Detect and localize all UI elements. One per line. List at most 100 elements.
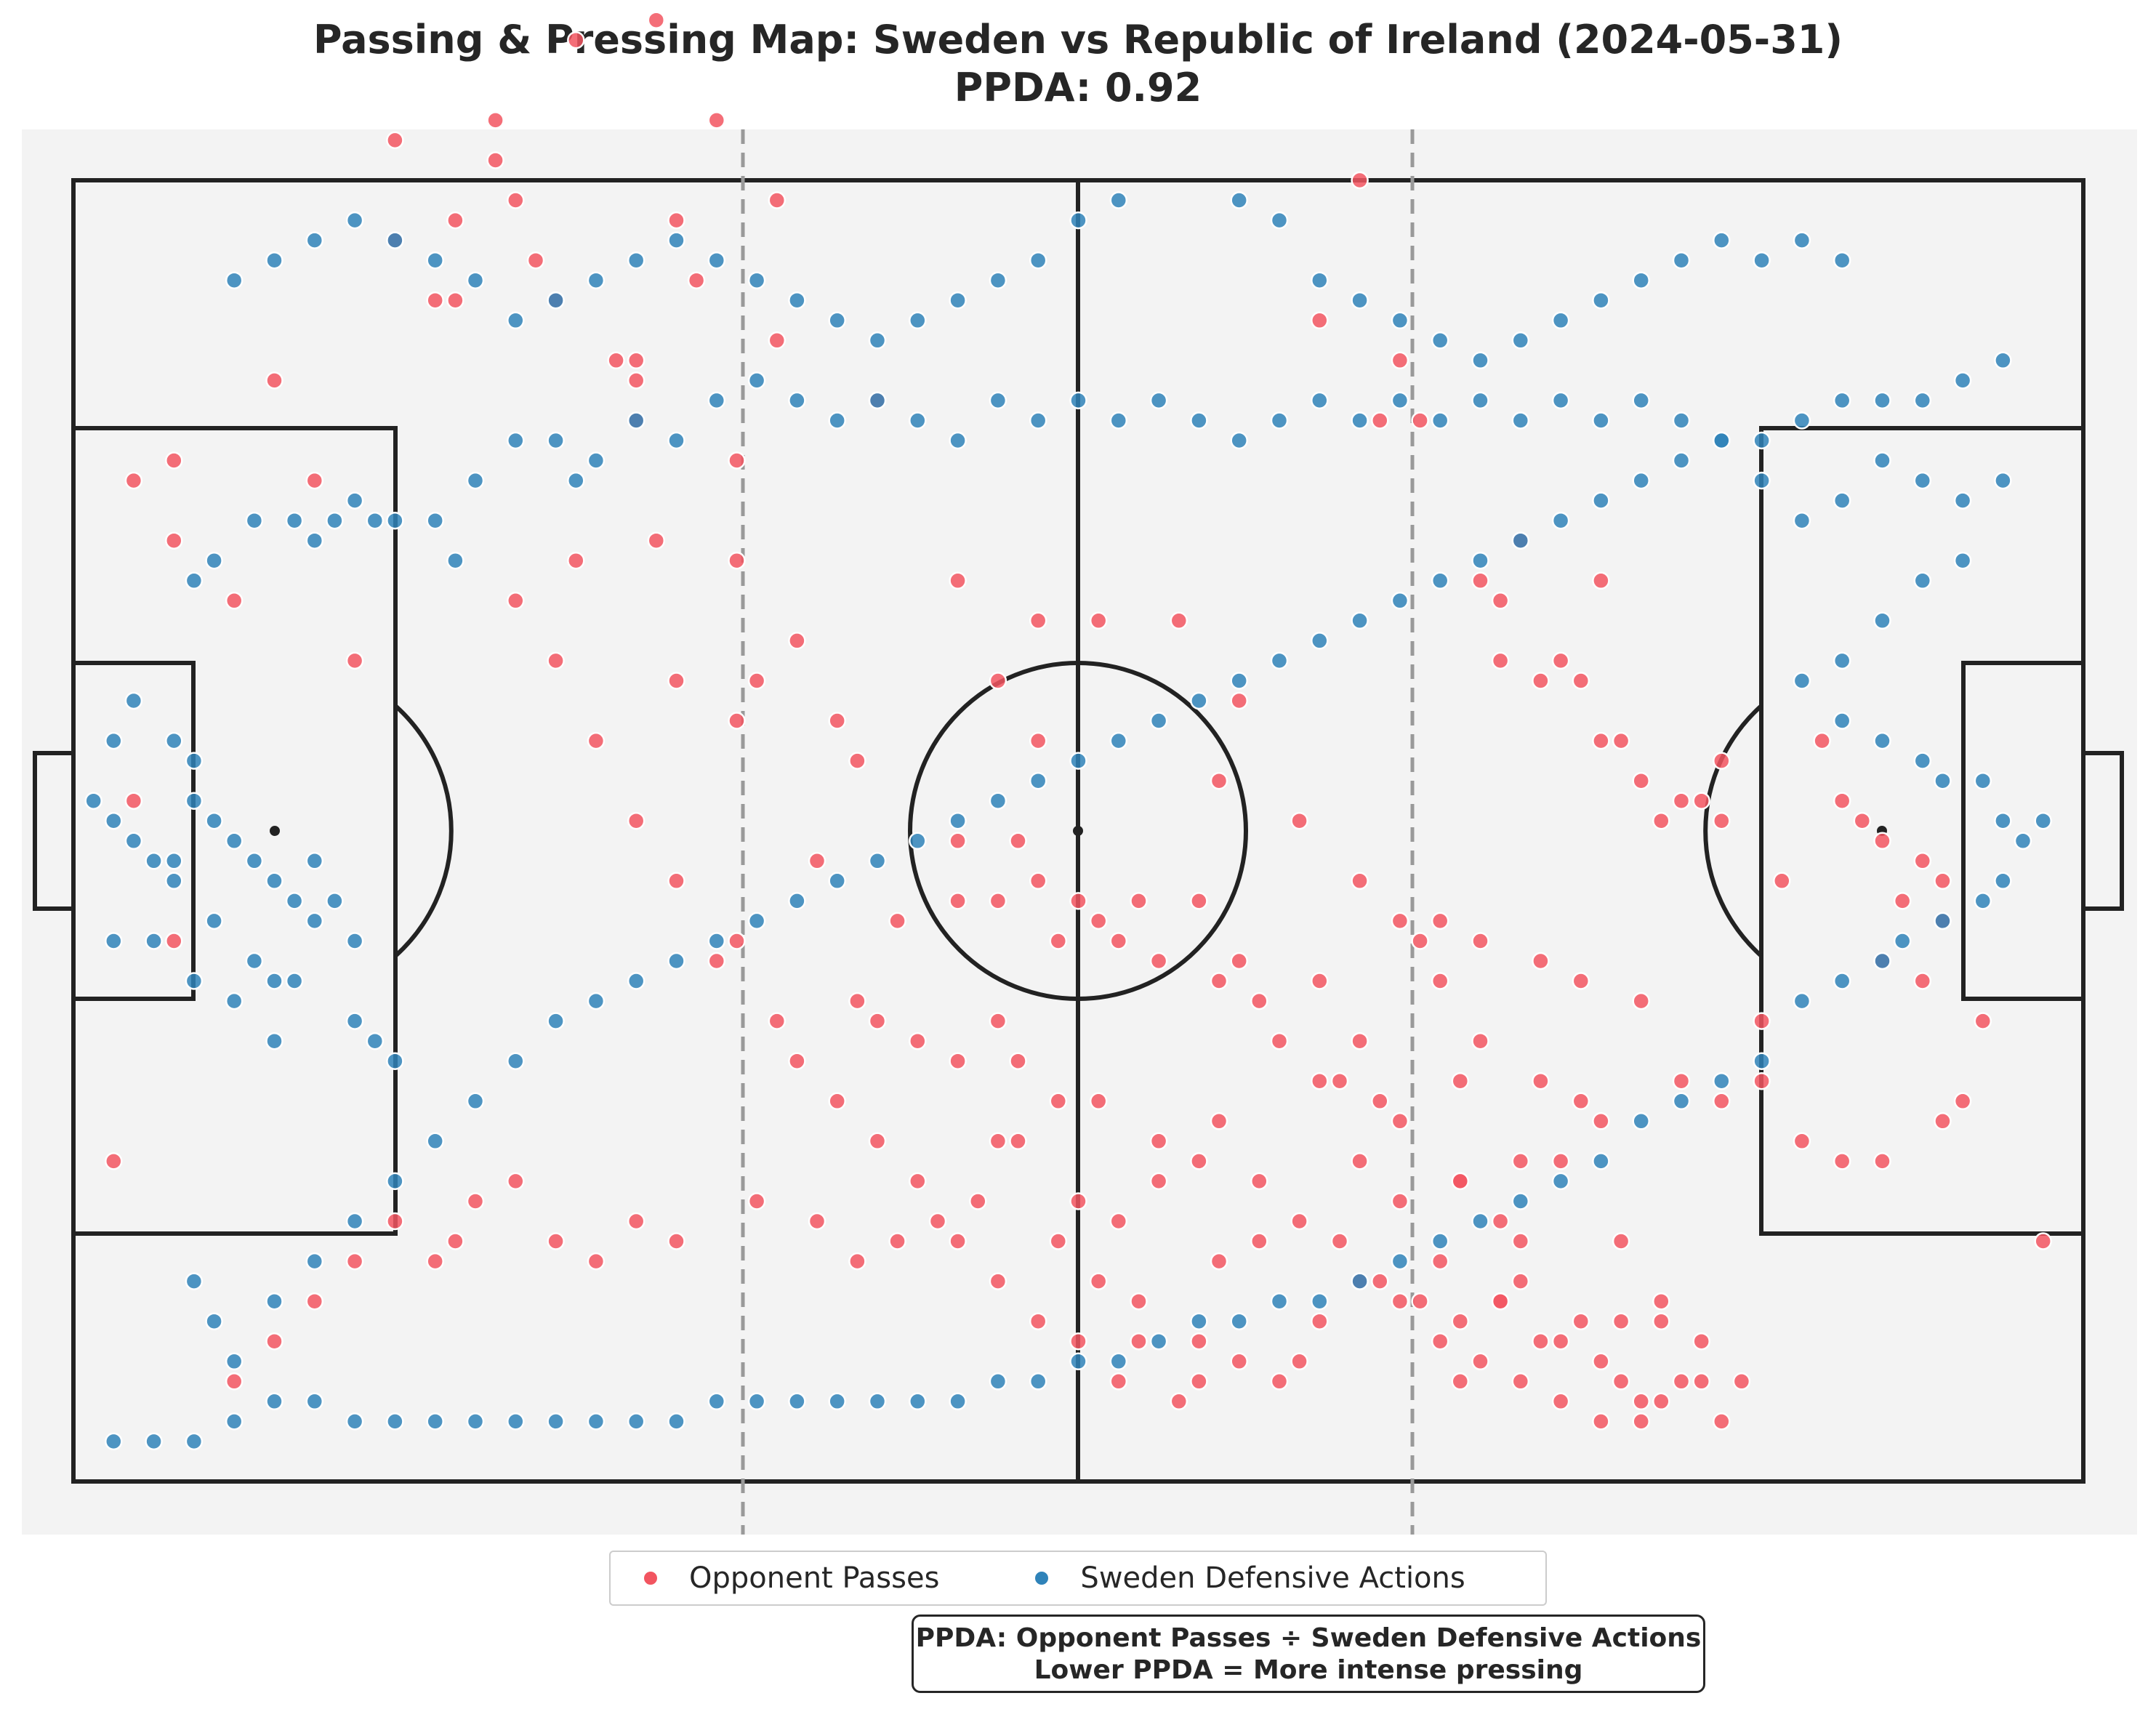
sweden-action-point-183 [1672,451,1691,470]
opponent-pass-point-105 [1974,1012,1992,1030]
sweden-action-point-117 [1190,1312,1208,1330]
sweden-action-point-159 [707,932,726,950]
opponent-pass-point-239 [1069,1332,1087,1351]
pitch-markings [33,178,2124,1484]
opponent-pass-point-116 [1632,992,1650,1010]
opponent-pass-point-179 [1109,1212,1128,1231]
sweden-action-point-143 [145,1432,163,1451]
opponent-pass-point-229 [949,1052,967,1070]
sweden-action-point-81 [1953,491,1972,510]
opponent-marker-icon [643,1570,659,1586]
sweden-action-point-204 [707,251,726,270]
sweden-action-point-16 [345,1012,364,1030]
sweden-action-point-186 [1793,411,1811,430]
sweden-action-point-154 [507,1052,525,1070]
sweden-action-point-114 [1311,1292,1329,1311]
opponent-pass-point-144 [1411,932,1429,950]
sweden-action-point-48 [627,411,645,430]
opponent-pass-point-218 [587,731,606,750]
sweden-action-point-13 [345,932,364,950]
opponent-pass-point-228 [989,1132,1007,1151]
series-opponent-pass [105,11,2052,1431]
sweden-action-point-65 [1311,391,1329,410]
sweden-action-point-51 [747,371,766,390]
sweden-action-point-63 [1230,431,1248,450]
opponent-pass-point-58 [888,912,906,930]
opponent-pass-point-206 [627,1212,645,1231]
sweden-action-point-162 [828,872,846,890]
sweden-action-point-217 [1311,271,1329,289]
sweden-action-point-215 [265,251,283,270]
opponent-pass-point-106 [1934,1112,1952,1130]
sweden-action-point-73 [1632,391,1650,410]
sweden-action-point-105 [1672,1092,1691,1111]
opponent-pass-point-51 [788,632,806,650]
sweden-action-point-115 [1270,1292,1289,1311]
opponent-pass-point-57 [848,752,866,770]
sweden-action-point-1 [84,792,102,810]
sweden-action-point-124 [909,1392,927,1411]
opponent-pass-point-193 [1612,1312,1630,1330]
sweden-action-point-42 [446,551,464,570]
sweden-action-point-219 [1391,311,1409,330]
opponent-pass-point-22 [627,371,645,390]
sweden-action-point-45 [547,431,565,450]
sweden-action-point-36 [305,531,324,550]
sweden-action-point-30 [105,731,123,750]
opponent-pass-point-152 [1672,1372,1691,1391]
opponent-pass-point-194 [1652,1312,1670,1330]
sweden-action-point-70 [1511,411,1530,430]
opponent-pass-point-181 [1190,1152,1208,1170]
opponent-pass-point-230 [848,992,866,1010]
opponent-pass-point-204 [747,1192,766,1210]
opponent-pass-point-151 [1732,1372,1751,1391]
opponent-pass-point-221 [707,952,726,970]
opponent-pass-point-95 [1833,792,1851,810]
sweden-action-point-98 [1934,912,1952,930]
opponent-pass-point-137 [1491,1212,1510,1231]
opponent-pass-point-156 [1592,1412,1610,1431]
opponent-pass-point-211 [426,1252,444,1271]
sweden-action-point-21 [245,952,264,970]
sweden-action-point-190 [1953,371,1972,390]
opponent-pass-point-202 [848,1252,866,1271]
opponent-pass-point-118 [1532,952,1550,970]
opponent-pass-point-199 [969,1192,987,1210]
sweden-action-point-153 [466,1092,485,1111]
sweden-action-point-72 [1592,411,1610,430]
sweden-action-point-80 [1913,471,1932,490]
opponent-pass-point-227 [1149,1132,1168,1151]
sweden-action-point-0 [105,811,123,830]
opponent-pass-point-2 [446,1232,464,1250]
sweden-action-point-15 [326,892,344,910]
right-goal [2081,751,2124,911]
opponent-pass-point-71 [1130,892,1148,910]
opponent-pass-point-146 [1511,1152,1530,1170]
opponent-pass-point-110 [1833,1152,1851,1170]
sweden-action-point-221 [1471,351,1489,370]
sweden-action-point-90 [1913,752,1932,770]
opponent-pass-point-216 [225,1372,244,1391]
sweden-action-point-7 [205,811,223,830]
opponent-pass-point-14 [507,191,525,209]
sweden-action-point-182 [1632,471,1650,490]
sweden-action-point-164 [909,832,927,851]
opponent-pass-point-184 [1290,1212,1308,1231]
sweden-action-point-119 [1109,1352,1128,1371]
opponent-pass-point-55 [808,852,826,870]
sweden-action-point-225 [1632,271,1650,289]
opponent-pass-point-248 [1230,952,1248,970]
opponent-pass-point-175 [1109,1372,1128,1391]
sweden-action-point-10 [265,872,283,890]
sweden-action-point-138 [345,1412,364,1431]
opponent-pass-point-203 [808,1212,826,1231]
sweden-action-point-27 [185,792,204,810]
sweden-action-point-128 [747,1392,766,1411]
sweden-action-point-136 [426,1412,444,1431]
sweden-action-point-82 [1994,471,2012,490]
sweden-action-point-130 [667,1412,685,1431]
opponent-pass-point-185 [1330,1232,1349,1250]
opponent-pass-point-109 [1873,1152,1891,1170]
sweden-action-point-175 [1351,611,1369,630]
opponent-pass-point-10 [305,471,324,490]
